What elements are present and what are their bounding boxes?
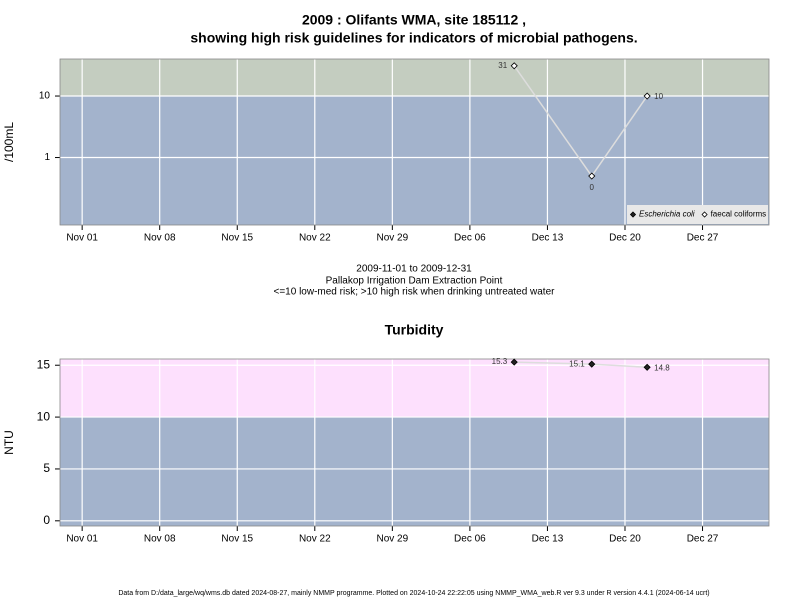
subtitle: <=10 low-med risk; >10 high risk when dr… [274,287,556,298]
y-tick-label: 1 [44,152,50,163]
x-tick-label: Dec 20 [609,534,641,545]
data-point [510,62,518,70]
y-tick-label: 15 [37,357,51,371]
y-tick-label: 5 [43,461,50,475]
x-tick-label: Nov 15 [221,233,253,244]
x-tick-label: Nov 29 [377,534,409,545]
x-tick-label: Dec 13 [532,233,564,244]
legend-label: Escherichia coli [639,210,695,219]
band-low [60,96,769,225]
x-tick-label: Dec 27 [687,534,719,545]
legend-marker [701,211,708,218]
data-point [588,360,596,368]
chart-title: 2009 : Olifants WMA, site 185112 , [302,12,526,28]
x-tick-label: Nov 01 [66,233,98,244]
chart-title: Turbidity [385,322,444,338]
x-tick-label: Nov 15 [221,534,253,545]
data-point [643,92,651,100]
band-high [60,359,769,418]
subtitle: Pallakop Irrigation Dam Extraction Point [326,276,503,287]
y-tick-label: 10 [37,409,51,423]
data-label: 31 [498,61,507,70]
x-tick-label: Nov 08 [144,534,176,545]
x-tick-label: Dec 06 [454,233,486,244]
subtitle: 2009-11-01 to 2009-12-31 [356,264,472,275]
data-label: 10 [654,92,663,101]
data-point [510,358,518,366]
data-point [588,172,596,180]
x-tick-label: Nov 08 [144,233,176,244]
data-label: 0 [590,183,595,192]
data-label: 15.1 [569,359,585,368]
band-low [60,417,769,526]
x-tick-label: Nov 22 [299,534,331,545]
y-axis-label: NTU [2,430,16,455]
legend-box [627,205,768,224]
footer: Data from D:/data_large/wq/wms.db dated … [118,590,709,597]
x-tick-label: Dec 27 [687,233,719,244]
y-tick-label: 0 [43,513,50,527]
band-high [60,59,769,97]
x-tick-label: Nov 01 [66,534,98,545]
data-label: 14.8 [654,363,670,372]
plot-frame [59,358,770,527]
legend-label: faecal coliforms [711,210,767,219]
y-axis-label: /100mL [2,122,16,162]
data-label: 15.3 [492,357,508,366]
x-tick-label: Dec 20 [609,233,641,244]
y-tick-label: 10 [39,91,51,102]
x-tick-label: Nov 29 [377,233,409,244]
x-tick-label: Dec 06 [454,534,486,545]
legend-marker [629,211,637,218]
chart-title: showing high risk guidelines for indicat… [190,30,637,46]
x-tick-label: Nov 22 [299,233,331,244]
data-point [643,363,651,371]
plot-frame [59,58,770,226]
x-tick-label: Dec 13 [532,534,564,545]
